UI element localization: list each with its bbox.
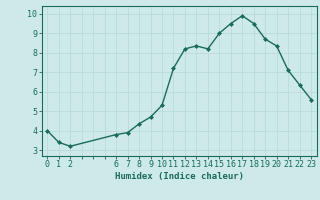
X-axis label: Humidex (Indice chaleur): Humidex (Indice chaleur) (115, 172, 244, 181)
